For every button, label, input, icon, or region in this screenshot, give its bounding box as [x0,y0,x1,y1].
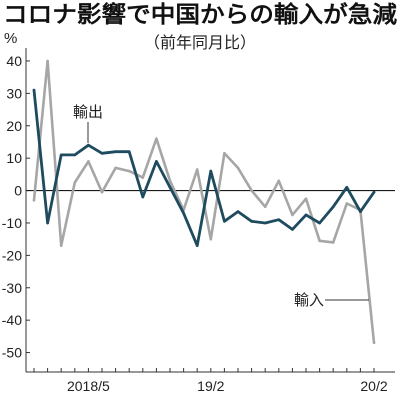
data-point-imports [168,179,172,183]
data-point-exports [59,153,63,157]
data-point-imports [155,137,158,140]
data-point-exports [345,186,349,189]
chart-subtitle: （前年同月比） [144,33,256,52]
data-point-imports [209,237,213,241]
data-point-exports [263,221,267,225]
data-point-exports [236,210,240,213]
y-tick-label: 10 [6,150,22,166]
y-tick-label: 40 [6,53,22,69]
series-label-exports-text: 輸出 [73,103,103,121]
data-point-exports [250,220,253,223]
data-point-imports [331,241,335,244]
data-point-imports [304,197,308,200]
data-point-exports [277,218,281,221]
data-point-imports [250,189,253,192]
data-point-imports [195,168,199,171]
y-tick-label: 20 [6,118,22,134]
data-point-imports [73,181,77,184]
y-tick-label: -20 [2,247,22,263]
x-tick-label: 2018/5 [67,378,110,394]
data-point-imports [46,59,49,63]
data-point-exports [291,228,294,231]
y-tick-label: -50 [2,345,22,361]
y-tick-label: -30 [2,280,22,296]
y-axis-unit-label: % [4,30,17,47]
x-tick-label: 19/2 [197,378,224,394]
data-point-exports [46,221,49,225]
data-point-imports [100,190,104,194]
data-point-imports [141,176,145,179]
axes: 40 30 20 10 0 -10 -20 -30 -40 -50 2018/5 19/2 20/2 [2,48,395,394]
data-point-exports [87,143,90,147]
data-point-exports [155,160,158,163]
data-point-exports [223,220,226,223]
series-label-imports-text: 輸入 [294,291,324,309]
data-point-imports [236,166,240,170]
y-tick-label: 0 [14,183,22,199]
data-point-imports [87,160,90,163]
series-label-exports: 輸出 [73,103,103,143]
y-tick-label: -10 [2,215,22,231]
x-tick-label: 20/2 [360,378,387,394]
series-line-exports [32,88,376,248]
series-exports [32,88,376,248]
data-point-exports [331,205,335,209]
data-point-imports [114,166,117,170]
data-point-imports [263,205,267,209]
data-point-imports [372,341,376,345]
data-point-exports [141,195,145,199]
data-point-exports [195,244,199,247]
data-point-exports [318,221,321,225]
series-label-imports: 輸入 [294,291,369,309]
data-point-exports [182,211,185,215]
data-point-imports [277,179,281,183]
y-tick-label: -40 [2,312,22,328]
data-point-imports [223,152,226,155]
data-point-exports [100,152,104,155]
data-point-imports [59,244,63,247]
data-point-exports [304,213,308,217]
data-point-exports [168,186,172,189]
series-group [32,59,376,345]
data-point-imports [291,213,294,217]
chart-title: コロナ影響で中国からの輸入が急減 [3,1,397,28]
data-point-exports [209,169,213,173]
data-point-exports [73,153,77,157]
data-point-imports [32,199,36,202]
data-point-imports [127,169,131,173]
data-point-exports [359,210,362,213]
y-tick-label: 30 [6,85,22,101]
data-point-exports [114,150,117,153]
data-point-exports [32,88,36,92]
data-point-exports [372,190,376,194]
data-point-exports [127,150,131,153]
data-point-imports [318,239,321,243]
data-point-imports [345,202,349,205]
